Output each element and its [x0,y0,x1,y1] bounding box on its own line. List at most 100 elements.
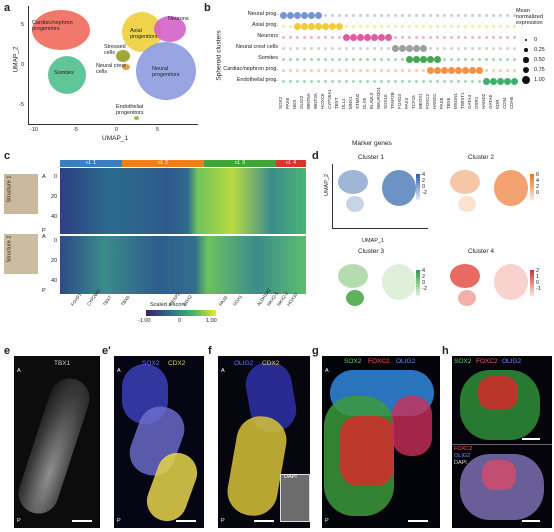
gene-label: MNX1 [348,96,353,109]
cluster-label: Neurons [168,16,189,22]
dotplot-dot [471,57,474,61]
legend-dot [525,39,527,41]
dotplot-dot [308,22,315,30]
gene-label: OSR1 [474,96,479,109]
heatmap-gene-label: TBX6 [120,294,131,307]
dotplot-dot [464,57,467,61]
colorbar-title: Scaled z-score [150,302,187,308]
gene-label: NEUROD1 [376,86,381,109]
panel-f-label: f [208,345,212,357]
tick: 5 [156,127,160,133]
dotplot-dot [345,13,348,17]
tick: 40 [51,214,58,220]
colorbar-tick: 0 [422,184,426,190]
dotplot-dot [450,57,453,61]
dotplot-dot [317,35,320,39]
dotplot-dot [485,46,488,50]
dotplot-dot [408,79,411,83]
axis-p: P [17,518,21,524]
axis-p: P [325,518,329,524]
dotplot-dot [441,66,448,74]
colorbar-tick: 0 [178,318,182,324]
dotplot-dot [506,68,509,72]
dotplot-dot [282,79,285,83]
dotplot-dot [492,35,495,39]
dapi-inset [280,474,310,522]
dotplot-dot [422,79,425,83]
cluster-stressed [116,50,130,62]
dotplot-dot [394,24,397,28]
dotplot-dot [366,13,369,17]
gene-label: GATA4 [467,94,472,109]
dotplot-dot [448,66,455,74]
dotplot-dot [401,68,404,72]
cluster-label: Endothelial progenitors [116,104,144,116]
dotplot-row-label: Axial prog. [252,22,278,28]
dotplot-dot [492,57,495,61]
dotplot-dot [506,46,509,50]
dotplot-dot [457,35,460,39]
dotplot-dot [289,79,292,83]
dotplot-dot [464,46,467,50]
dotplot-dot [478,57,481,61]
dotplot-dot [443,79,446,83]
dotplot-dot [294,22,301,30]
gene-label: DLX5 [362,97,367,109]
dotplot-dot [429,24,432,28]
dotplot-dot [464,24,467,28]
tick: 20 [51,258,58,264]
tick: 0 [54,238,58,244]
tick: 40 [51,278,58,284]
dotplot-dot [338,68,341,72]
dotplot-dot [471,24,474,28]
dotplot-dot [450,24,453,28]
tick: 5 [21,22,25,28]
dotplot-dot [497,77,504,85]
legend-value: 1.00 [534,77,545,83]
dotplot-dot [485,57,488,61]
panel-d-label: d [312,150,319,162]
dotplot-dot [443,13,446,17]
dotplot-dot [401,35,404,39]
gene-label: CD34 [502,97,507,109]
dotplot-dot [303,46,306,50]
dotplot-dot [315,22,322,30]
dotplot-dot [352,57,355,61]
dotplot-dot [366,46,369,50]
dotplot-dot [427,55,434,63]
gene-label: ELAVL3 [369,92,374,109]
gene-label: CDH5 [509,96,514,109]
colorbar-tick: 4 [536,178,540,184]
dotplot-dot [387,46,390,50]
dotplot-dot [296,79,299,83]
dotplot-dot [513,13,516,17]
gene-label: FOXC2 [425,93,430,109]
dotplot-dot [380,79,383,83]
dotplot-dot [366,57,369,61]
stain-label-3: OLIG2 [396,358,416,365]
dotplot-dot [366,79,369,83]
dotplot-dot [317,46,320,50]
dotplot-row-label: Neural crest cells [235,44,278,50]
dotplot-dot [387,13,390,17]
dotplot-dot [359,79,362,83]
umap-a-plot: UMAP_2 UMAP_1 -10 -5 0 5 5 0 -5 Cardiac/… [13,6,200,146]
scale-bar [254,520,274,522]
umap-d-ylabel: UMAP_2 [324,173,331,197]
cb-4 [530,270,534,296]
dotplot-dot [415,24,418,28]
gene-label: PAX8 [439,97,444,109]
stain-label-2: CDX2 [262,360,280,367]
legend-value: 0.50 [534,57,545,63]
dotplot-dot [338,46,341,50]
gene-label: HAND1 [432,93,437,109]
dotplot-dot [401,79,404,83]
dotplot-dot [287,11,294,19]
dotplot-dot [434,66,441,74]
cluster-neurons [154,16,186,42]
cluster-1-title: Cluster 1 [358,154,385,161]
colorbar-tick: 0 [536,190,540,196]
gene-label: TFAP2B [390,92,395,109]
dotplot-dot [415,35,418,39]
axis-a: A [42,174,46,180]
